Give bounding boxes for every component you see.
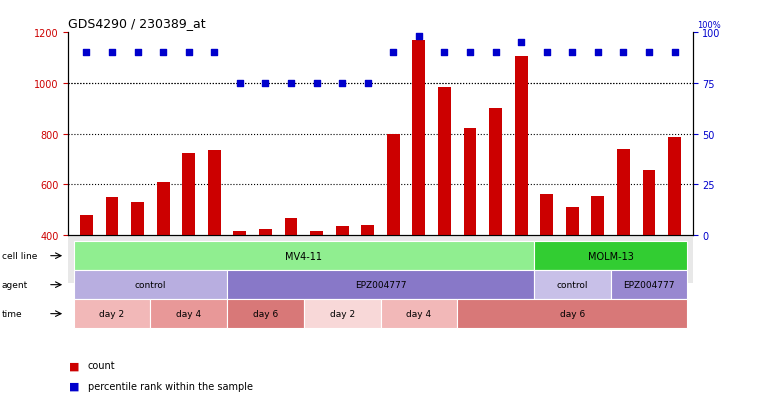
Point <box>336 80 349 87</box>
Point <box>209 50 221 57</box>
Point <box>489 50 501 57</box>
Text: time: time <box>2 309 22 318</box>
Point <box>387 50 400 57</box>
Point <box>540 50 552 57</box>
Point <box>361 80 374 87</box>
Bar <box>234 232 247 337</box>
Bar <box>489 109 502 337</box>
Text: day 4: day 4 <box>406 309 431 318</box>
Point <box>464 50 476 57</box>
Bar <box>106 198 119 337</box>
Bar <box>540 195 553 337</box>
Text: day 4: day 4 <box>176 309 201 318</box>
Text: MV4-11: MV4-11 <box>285 251 322 261</box>
Bar <box>336 227 349 337</box>
Bar <box>514 57 527 337</box>
Text: GDS4290 / 230389_at: GDS4290 / 230389_at <box>68 17 206 29</box>
Bar <box>438 88 451 337</box>
Bar <box>387 134 400 337</box>
Bar <box>285 219 298 337</box>
Text: 100%: 100% <box>696 21 721 30</box>
Text: percentile rank within the sample: percentile rank within the sample <box>88 381 253 391</box>
Text: EPZ004777: EPZ004777 <box>623 280 675 290</box>
Text: day 6: day 6 <box>253 309 278 318</box>
Text: day 6: day 6 <box>559 309 585 318</box>
Point <box>132 50 144 57</box>
Text: cell line: cell line <box>2 252 37 261</box>
Text: day 2: day 2 <box>100 309 125 318</box>
Point <box>592 50 604 57</box>
Bar <box>208 151 221 337</box>
Bar <box>361 225 374 337</box>
Point <box>643 50 655 57</box>
Point <box>438 50 451 57</box>
Text: EPZ004777: EPZ004777 <box>355 280 406 290</box>
Bar <box>566 208 578 337</box>
Bar <box>642 171 655 337</box>
Bar <box>617 150 630 337</box>
Bar <box>591 196 604 337</box>
Bar <box>668 138 681 337</box>
Text: control: control <box>556 280 588 290</box>
Point <box>183 50 195 57</box>
Bar <box>412 40 425 337</box>
Text: ■: ■ <box>68 381 79 391</box>
Point <box>260 80 272 87</box>
Text: agent: agent <box>2 280 27 290</box>
Text: MOLM-13: MOLM-13 <box>587 251 634 261</box>
Bar <box>131 202 144 337</box>
Point <box>566 50 578 57</box>
Point <box>81 50 93 57</box>
Text: ■: ■ <box>68 361 79 370</box>
Text: day 2: day 2 <box>330 309 355 318</box>
Bar <box>463 129 476 337</box>
Point <box>617 50 629 57</box>
Bar <box>310 232 323 337</box>
Point <box>285 80 297 87</box>
Point <box>106 50 118 57</box>
Text: count: count <box>88 361 115 370</box>
Bar <box>183 153 195 337</box>
Bar <box>80 215 93 337</box>
Bar <box>259 229 272 337</box>
Point <box>515 40 527 46</box>
Text: control: control <box>135 280 166 290</box>
Point <box>668 50 680 57</box>
Point <box>412 34 425 40</box>
Point <box>157 50 169 57</box>
Bar <box>157 182 170 337</box>
Point <box>234 80 246 87</box>
Point <box>310 80 323 87</box>
